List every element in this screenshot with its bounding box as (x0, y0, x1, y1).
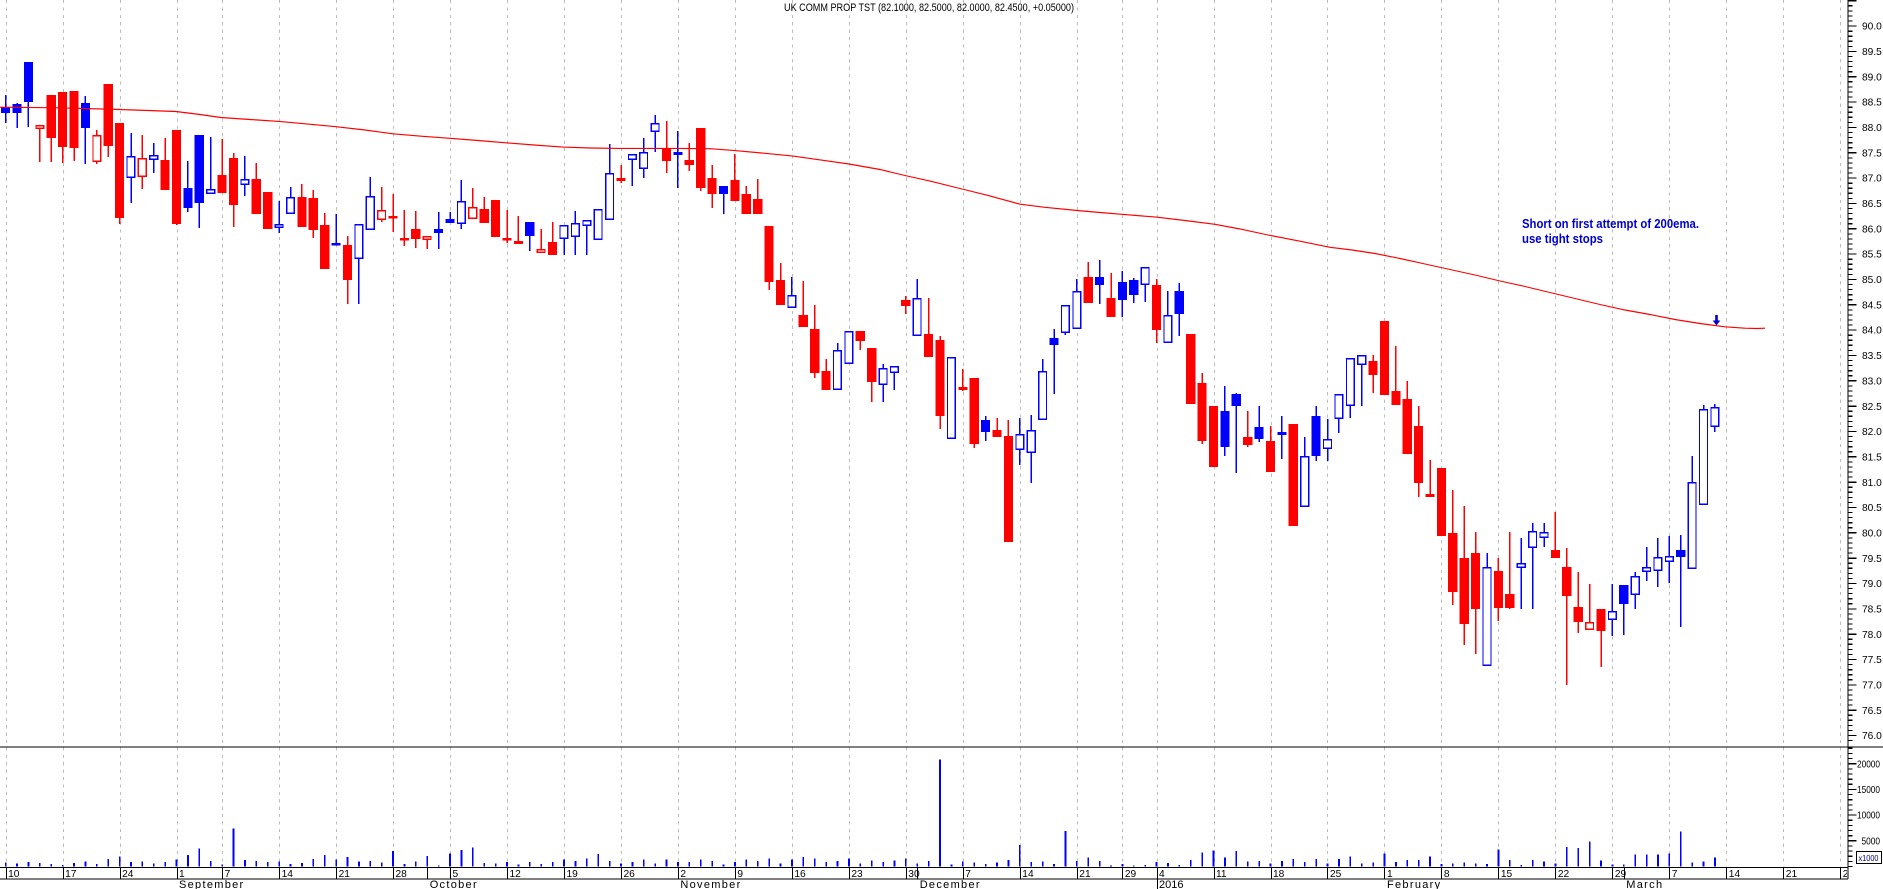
svg-text:26: 26 (624, 869, 636, 880)
svg-text:14: 14 (1022, 869, 1034, 880)
svg-text:76.5: 76.5 (1862, 706, 1882, 717)
svg-text:11: 11 (1216, 869, 1227, 880)
svg-text:77.5: 77.5 (1862, 655, 1882, 666)
svg-text:February: February (1387, 879, 1441, 889)
svg-text:81.0: 81.0 (1862, 478, 1882, 489)
svg-text:78.0: 78.0 (1862, 630, 1882, 641)
svg-text:84.5: 84.5 (1862, 300, 1882, 311)
svg-text:10000: 10000 (1857, 811, 1880, 822)
svg-text:7: 7 (225, 869, 231, 880)
svg-text:83.5: 83.5 (1862, 351, 1882, 362)
svg-text:85.0: 85.0 (1862, 275, 1882, 286)
svg-text:25: 25 (1330, 869, 1342, 880)
svg-text:November: November (680, 879, 741, 889)
svg-text:18: 18 (1273, 869, 1285, 880)
svg-text:10: 10 (8, 869, 20, 880)
svg-text:84.0: 84.0 (1862, 326, 1882, 337)
svg-text:86.0: 86.0 (1862, 224, 1882, 235)
svg-text:85.5: 85.5 (1862, 250, 1882, 261)
svg-text:9: 9 (737, 869, 743, 880)
svg-text:September: September (179, 879, 245, 889)
svg-text:88.5: 88.5 (1862, 98, 1882, 109)
svg-text:March: March (1626, 879, 1663, 889)
svg-text:15: 15 (1501, 869, 1513, 880)
svg-text:17: 17 (65, 869, 77, 880)
svg-text:83.0: 83.0 (1862, 376, 1882, 387)
svg-text:21: 21 (339, 869, 351, 880)
svg-text:89.5: 89.5 (1862, 47, 1882, 58)
svg-text:78.5: 78.5 (1862, 605, 1882, 616)
svg-text:79.0: 79.0 (1862, 579, 1882, 590)
svg-text:80.0: 80.0 (1862, 528, 1882, 539)
svg-text:14: 14 (282, 869, 294, 880)
svg-text:90.0: 90.0 (1862, 22, 1882, 33)
svg-text:1: 1 (179, 869, 185, 880)
svg-text:76.0: 76.0 (1862, 731, 1882, 742)
svg-text:2: 2 (680, 869, 686, 880)
svg-text:29: 29 (1125, 869, 1137, 880)
svg-text:79.5: 79.5 (1862, 554, 1882, 565)
svg-text:8: 8 (1444, 869, 1450, 880)
svg-text:21: 21 (1786, 869, 1798, 880)
svg-text:81.5: 81.5 (1862, 452, 1882, 463)
svg-text:7: 7 (965, 869, 971, 880)
svg-text:October: October (430, 879, 478, 889)
svg-text:UK COMM PROP TST (82.1000, 82.: UK COMM PROP TST (82.1000, 82.5000, 82.0… (784, 2, 1074, 14)
svg-text:88.0: 88.0 (1862, 123, 1882, 134)
svg-text:5: 5 (453, 869, 459, 880)
svg-text:19: 19 (567, 869, 579, 880)
svg-text:14: 14 (1729, 869, 1741, 880)
svg-text:82.0: 82.0 (1862, 427, 1882, 438)
svg-text:2016: 2016 (1159, 879, 1183, 889)
svg-text:20000: 20000 (1857, 759, 1880, 770)
svg-text:30: 30 (908, 869, 920, 880)
svg-text:22: 22 (1558, 869, 1570, 880)
svg-text:82.5: 82.5 (1862, 402, 1882, 413)
svg-text:x1000: x1000 (1859, 853, 1879, 863)
svg-text:Short on first attempt of 200e: Short on first attempt of 200ema. (1522, 217, 1699, 231)
svg-text:87.0: 87.0 (1862, 174, 1882, 185)
svg-text:80.5: 80.5 (1862, 503, 1882, 514)
svg-text:29: 29 (1615, 869, 1627, 880)
svg-text:15000: 15000 (1857, 785, 1880, 796)
svg-text:24: 24 (122, 869, 134, 880)
svg-text:23: 23 (851, 869, 863, 880)
svg-text:89.0: 89.0 (1862, 72, 1882, 83)
svg-text:4: 4 (1159, 869, 1165, 880)
svg-text:21: 21 (1079, 869, 1091, 880)
svg-text:5000: 5000 (1862, 836, 1881, 847)
svg-text:December: December (920, 879, 981, 889)
svg-text:1: 1 (1387, 869, 1393, 880)
svg-text:use tight stops: use tight stops (1522, 232, 1603, 246)
svg-text:7: 7 (1672, 869, 1678, 880)
svg-text:87.5: 87.5 (1862, 148, 1882, 159)
svg-text:86.5: 86.5 (1862, 199, 1882, 210)
svg-text:77.0: 77.0 (1862, 681, 1882, 692)
svg-text:28: 28 (1843, 869, 1855, 880)
svg-text:12: 12 (510, 869, 522, 880)
svg-text:28: 28 (396, 869, 408, 880)
svg-text:16: 16 (794, 869, 806, 880)
